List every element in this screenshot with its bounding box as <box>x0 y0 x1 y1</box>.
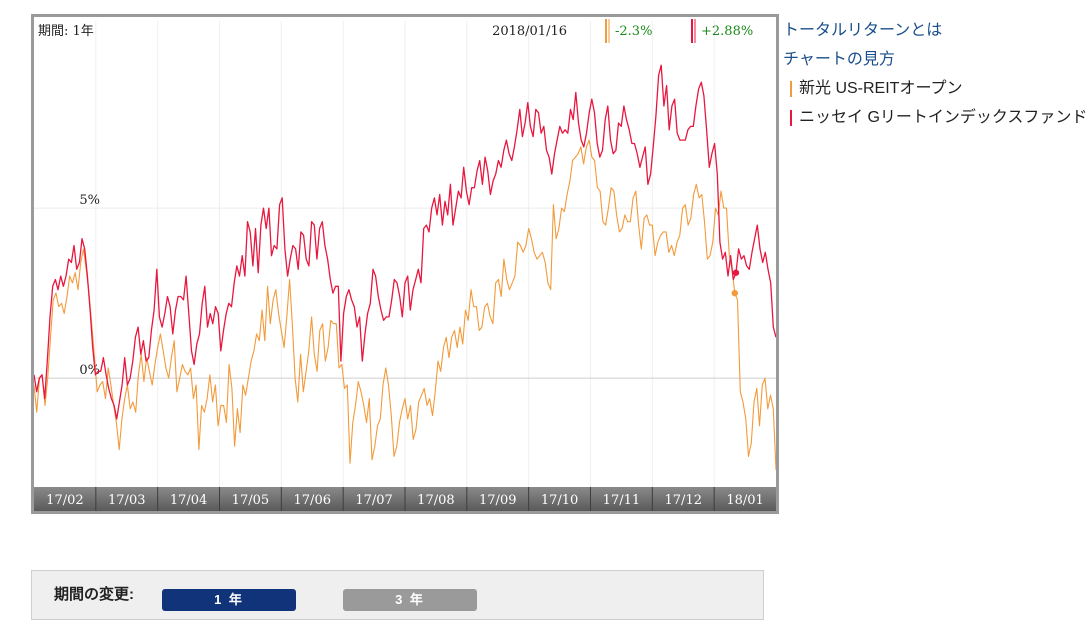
x-tick-label: 17/08 <box>417 493 454 508</box>
chart-svg: 0% 5% 17/02 17/03 17/04 17/05 17/06 17/07 17/08 1… <box>34 19 776 511</box>
x-tick-label: 17/06 <box>294 493 331 508</box>
hover-point-g-reit <box>732 269 740 276</box>
chart-panel: 0% 5% 17/02 17/03 17/04 17/05 17/06 17/07 17/08 1… <box>31 14 779 514</box>
legend-swatch-us-reit <box>790 81 792 97</box>
x-tick-label: 18/01 <box>726 493 763 508</box>
x-tick-label: 17/11 <box>603 493 640 508</box>
series-line-us-reit <box>34 139 776 471</box>
x-tick-label: 17/10 <box>541 493 578 508</box>
period-selector: 期間の変更: 1 年 3 年 <box>31 570 764 620</box>
period-3y-button[interactable]: 3 年 <box>343 589 477 611</box>
period-1y-button[interactable]: 1 年 <box>162 589 296 611</box>
series-line-g-reit <box>34 64 776 420</box>
legend-label-us-reit: 新光 US-REITオープン <box>799 80 963 97</box>
grid <box>34 21 776 487</box>
y-tick-label: 0% <box>79 363 100 378</box>
x-tick-label: 17/02 <box>46 493 83 508</box>
side-panel: トータルリターンとは チャートの見方 新光 US-REITオープン ニッセイ G… <box>783 16 1088 132</box>
legend-label-g-reit: ニッセイ Gリートインデックスファンド <box>799 109 1088 126</box>
x-tick-label: 17/03 <box>108 493 145 508</box>
legend-swatch-g-reit <box>790 110 792 126</box>
x-tick-label: 17/05 <box>232 493 269 508</box>
period-indicator-label: 期間: 1年 <box>38 24 94 39</box>
x-tick-label: 17/12 <box>665 493 702 508</box>
hover-point-us-reit <box>731 289 738 297</box>
x-tick-label: 17/04 <box>170 493 207 508</box>
x-tick-label: 17/07 <box>355 493 392 508</box>
y-tick-label: 5% <box>79 193 100 208</box>
x-tick-label: 17/09 <box>479 493 516 508</box>
hover-value-us-reit: -2.3% <box>615 24 652 39</box>
period-label: 期間の変更: <box>54 586 134 603</box>
hover-value-g-reit: +2.88% <box>701 24 753 39</box>
legend-item-g-reit: ニッセイ Gリートインデックスファンド <box>783 103 1088 132</box>
total-return-link[interactable]: トータルリターンとは <box>783 22 943 39</box>
chart-guide-link[interactable]: チャートの見方 <box>783 51 895 68</box>
legend-item-us-reit: 新光 US-REITオープン <box>783 74 1088 103</box>
hover-date: 2018/01/16 <box>492 24 567 39</box>
